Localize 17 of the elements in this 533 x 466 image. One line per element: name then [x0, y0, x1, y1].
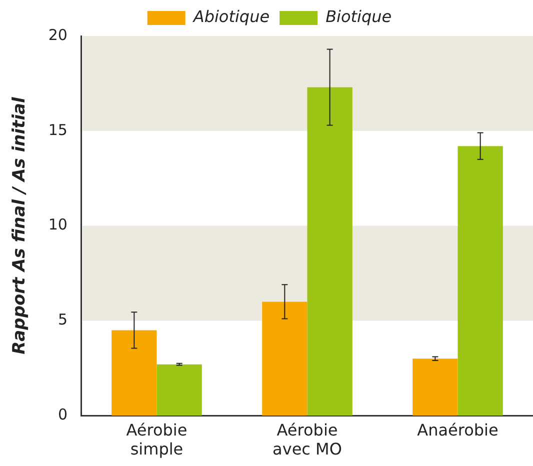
x-tick-label: Aérobie simple — [126, 420, 188, 459]
bar — [307, 87, 352, 416]
y-tick-label: 20 — [48, 26, 68, 44]
y-tick-label: 5 — [58, 310, 68, 329]
legend-label: Biotique — [326, 7, 392, 26]
bar — [458, 146, 503, 416]
bar — [262, 302, 308, 416]
bar — [156, 364, 202, 416]
y-axis-title: Rapport As final / As initial — [10, 96, 30, 354]
legend-label: Abiotique — [192, 7, 270, 26]
y-tick-label: 0 — [58, 405, 68, 424]
x-tick-label: Aérobie avec MO — [272, 420, 342, 459]
bar — [412, 358, 458, 416]
x-tick-label: Anaérobie — [417, 420, 498, 440]
y-tick-label: 15 — [48, 120, 68, 139]
bar — [112, 330, 157, 416]
y-tick-label: 10 — [48, 216, 68, 234]
